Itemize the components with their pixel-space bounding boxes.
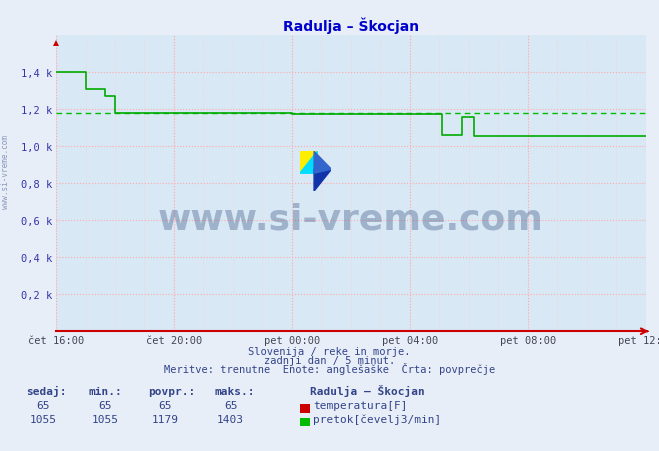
Text: 1403: 1403 xyxy=(217,414,244,423)
Title: Radulja – Škocjan: Radulja – Škocjan xyxy=(283,17,419,33)
Text: 1179: 1179 xyxy=(152,414,178,423)
Text: 65: 65 xyxy=(36,400,49,410)
Text: pretok[čevelj3/min]: pretok[čevelj3/min] xyxy=(313,413,442,423)
Text: 1055: 1055 xyxy=(92,414,119,423)
Text: www.si-vreme.com: www.si-vreme.com xyxy=(1,134,10,208)
Text: temperatura[F]: temperatura[F] xyxy=(313,400,407,410)
Polygon shape xyxy=(314,170,331,192)
Text: Slovenija / reke in morje.: Slovenija / reke in morje. xyxy=(248,346,411,356)
Polygon shape xyxy=(314,152,331,174)
Text: Meritve: trenutne  Enote: anglešaške  Črta: povprečje: Meritve: trenutne Enote: anglešaške Črta… xyxy=(164,362,495,374)
Polygon shape xyxy=(300,152,317,174)
Text: 65: 65 xyxy=(99,400,112,410)
Text: 65: 65 xyxy=(158,400,171,410)
Text: sedaj:: sedaj: xyxy=(26,386,67,396)
Text: min.:: min.: xyxy=(89,387,123,396)
Text: zadnji dan / 5 minut.: zadnji dan / 5 minut. xyxy=(264,355,395,365)
Text: 1055: 1055 xyxy=(30,414,56,423)
Polygon shape xyxy=(300,152,317,174)
Text: maks.:: maks.: xyxy=(214,387,254,396)
Text: Radulja – Škocjan: Radulja – Škocjan xyxy=(310,385,424,396)
Text: www.si-vreme.com: www.si-vreme.com xyxy=(158,202,544,236)
Text: 65: 65 xyxy=(224,400,237,410)
Text: povpr.:: povpr.: xyxy=(148,387,196,396)
